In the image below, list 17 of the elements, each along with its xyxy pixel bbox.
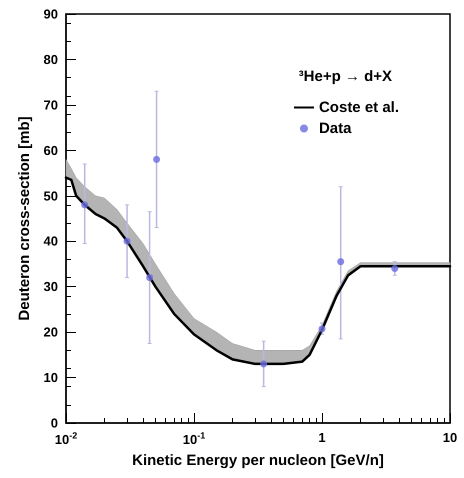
legend-title: ³He+p → d+X: [298, 68, 392, 85]
y-tick-label: 90: [44, 6, 58, 22]
y-tick-label: 60: [44, 142, 58, 158]
legend-label: Coste et al.: [318, 99, 400, 116]
x-tick-label: 1: [318, 430, 326, 445]
y-tick-label: 0: [50, 416, 58, 430]
y-tick-label: 20: [44, 324, 58, 340]
x-axis-title: Kinetic Energy per nucleon [GeV/n]: [132, 452, 384, 469]
y-tick-label: 10: [44, 370, 58, 386]
legend-label: Data: [318, 120, 352, 137]
x-tick-label: 10: [442, 430, 458, 445]
y-axis-title: Deuteron cross-section [mb]: [16, 116, 33, 321]
y-tick-label: 70: [44, 97, 58, 112]
y-tick-label: 30: [44, 279, 58, 294]
y-tick-label: 40: [44, 234, 58, 249]
y-tick-label: 50: [44, 188, 58, 204]
y-tick-label: 80: [44, 52, 58, 67]
